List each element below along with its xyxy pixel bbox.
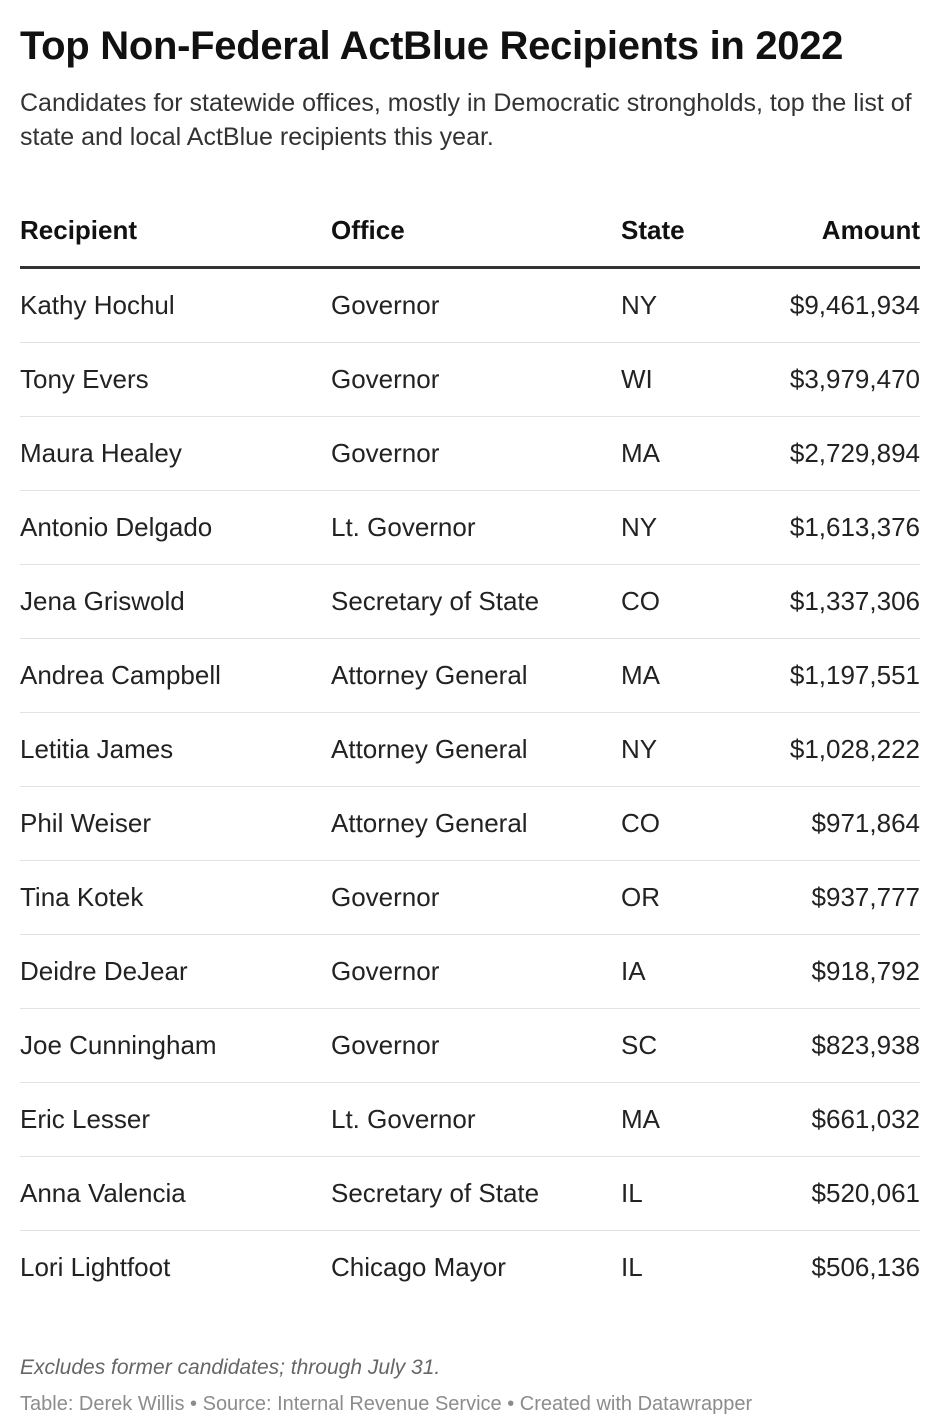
- office-cell: Chicago Mayor: [331, 1252, 506, 1282]
- recipient-cell: Tina Kotek: [20, 860, 331, 935]
- amount-cell: $971,864: [761, 786, 920, 861]
- amount-cell: $9,461,934: [761, 267, 920, 343]
- recipient-cell: Antonio Delgado: [20, 490, 331, 565]
- amount-cell: $2,729,894: [761, 416, 920, 491]
- table-row: Kathy Hochul Governor NY $9,461,934: [20, 267, 920, 343]
- state-cell: IA: [621, 934, 761, 1009]
- column-header-office[interactable]: Office: [331, 194, 621, 269]
- recipient-cell: Deidre DeJear: [20, 934, 331, 1009]
- chart-notes: Excludes former candidates; through July…: [20, 1356, 441, 1379]
- office-cell: Attorney General: [331, 638, 621, 713]
- table-row: Maura Healey Governor MA $2,729,894: [20, 416, 920, 491]
- office-cell: Attorney General: [331, 786, 621, 861]
- amount-cell: $506,136: [811, 1252, 920, 1282]
- recipient-cell: Phil Weiser: [20, 786, 331, 861]
- state-cell: NY: [621, 490, 761, 565]
- state-cell: IL: [621, 1252, 643, 1282]
- table-row: Eric Lesser Lt. Governor MA $661,032: [20, 1082, 920, 1157]
- recipient-cell: Eric Lesser: [20, 1082, 331, 1157]
- table-row: Lori Lightfoot Chicago Mayor IL $506,136: [20, 1231, 920, 1305]
- recipient-cell: Anna Valencia: [20, 1156, 331, 1231]
- table-row: Joe Cunningham Governor SC $823,938: [20, 1008, 920, 1083]
- column-header-amount[interactable]: Amount: [761, 194, 920, 269]
- office-cell: Lt. Governor: [331, 1082, 621, 1157]
- amount-cell: $1,613,376: [761, 490, 920, 565]
- state-cell: IL: [621, 1156, 761, 1231]
- office-cell: Governor: [331, 267, 621, 343]
- table-row: Letitia James Attorney General NY $1,028,22…: [20, 712, 920, 787]
- state-cell: NY: [621, 712, 761, 787]
- amount-cell: $823,938: [761, 1008, 920, 1083]
- recipient-cell: Tony Evers: [20, 342, 331, 417]
- recipients-table: Recipient Office State Amount Kathy Hoch…: [20, 194, 920, 1304]
- table-row: Phil Weiser Attorney General CO $971,864: [20, 786, 920, 861]
- office-cell: Governor: [331, 934, 621, 1009]
- amount-cell: $918,792: [761, 934, 920, 1009]
- state-cell: NY: [621, 267, 761, 343]
- office-cell: Governor: [331, 860, 621, 935]
- column-header-recipient[interactable]: Recipient: [20, 194, 331, 269]
- recipient-cell: Andrea Campbell: [20, 638, 331, 713]
- office-cell: Secretary of State: [331, 564, 621, 639]
- state-cell: CO: [621, 786, 761, 861]
- office-cell: Governor: [331, 1008, 621, 1083]
- amount-cell: $1,028,222: [761, 712, 920, 787]
- table-row: Jena Griswold Secretary of State CO $1,337,…: [20, 564, 920, 639]
- state-cell: MA: [621, 416, 761, 491]
- table-row: Tony Evers Governor WI $3,979,470: [20, 342, 920, 417]
- recipient-cell: Letitia James: [20, 712, 331, 787]
- state-cell: SC: [621, 1008, 761, 1083]
- table-row: Deidre DeJear Governor IA $918,792: [20, 934, 920, 1009]
- office-cell: Secretary of State: [331, 1156, 621, 1231]
- recipient-cell: Kathy Hochul: [20, 267, 331, 343]
- table-row: Andrea Campbell Attorney General MA $1,197,…: [20, 638, 920, 713]
- amount-cell: $520,061: [761, 1156, 920, 1231]
- table-row: Antonio Delgado Lt. Governor NY $1,613,376: [20, 490, 920, 565]
- table-row: Anna Valencia Secretary of State IL $520,06…: [20, 1156, 920, 1231]
- chart-title: Top Non-Federal ActBlue Recipients in 20…: [20, 24, 844, 68]
- table-header-row: Recipient Office State Amount: [20, 194, 920, 269]
- amount-cell: $1,197,551: [761, 638, 920, 713]
- table-row: Tina Kotek Governor OR $937,777: [20, 860, 920, 935]
- state-cell: CO: [621, 564, 761, 639]
- state-cell: OR: [621, 860, 761, 935]
- chart-subtitle: Candidates for statewide offices, mostly…: [20, 89, 912, 151]
- table-body: Kathy Hochul Governor NY $9,461,934 Tony Eve…: [20, 267, 920, 1305]
- office-cell: Governor: [331, 416, 621, 491]
- recipient-cell: Jena Griswold: [20, 564, 331, 639]
- column-header-state[interactable]: State: [621, 194, 761, 269]
- amount-cell: $661,032: [761, 1082, 920, 1157]
- office-cell: Attorney General: [331, 712, 621, 787]
- recipient-cell: Joe Cunningham: [20, 1008, 331, 1083]
- amount-cell: $3,979,470: [761, 342, 920, 417]
- chart-byline: Table: Derek Willis • Source: Internal R…: [20, 1393, 753, 1415]
- office-cell: Governor: [331, 342, 621, 417]
- recipient-cell: Maura Healey: [20, 416, 331, 491]
- amount-cell: $1,337,306: [761, 564, 920, 639]
- state-cell: MA: [621, 638, 761, 713]
- recipient-cell: Lori Lightfoot: [20, 1252, 171, 1282]
- state-cell: MA: [621, 1082, 761, 1157]
- state-cell: WI: [621, 342, 761, 417]
- amount-cell: $937,777: [761, 860, 920, 935]
- office-cell: Lt. Governor: [331, 490, 621, 565]
